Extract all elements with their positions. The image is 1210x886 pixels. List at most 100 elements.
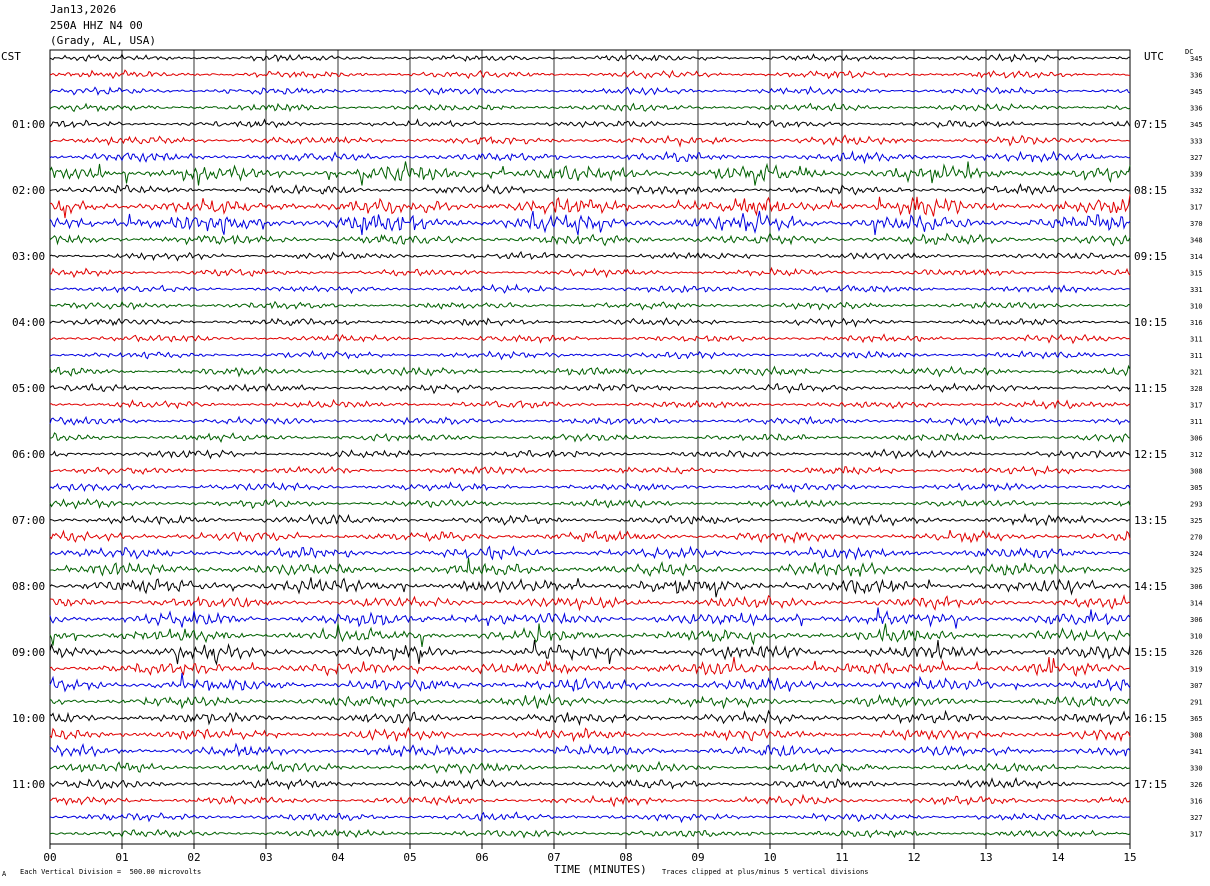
- dc-offset-label: 331: [1190, 286, 1203, 294]
- dc-offset-label: 311: [1190, 418, 1203, 426]
- dc-offset-label: 306: [1190, 435, 1203, 443]
- x-tick-label: 13: [979, 851, 992, 864]
- x-tick-label: 07: [547, 851, 560, 864]
- dc-offset-label: 336: [1190, 105, 1203, 113]
- clip-note: Traces clipped at plus/minus 5 vertical …: [662, 868, 869, 876]
- dc-offset-label: 345: [1190, 121, 1203, 129]
- trace-line: [50, 432, 1131, 443]
- right-hour-label: 11:15: [1134, 382, 1167, 395]
- trace-line: [49, 53, 1131, 63]
- right-timezone-label: UTC: [1144, 50, 1164, 63]
- dc-offset-label: 345: [1190, 88, 1203, 96]
- dc-offset-label: 326: [1190, 649, 1203, 657]
- dc-offset-label: 293: [1190, 501, 1203, 509]
- right-hour-label: 16:15: [1134, 712, 1167, 725]
- dc-offset-label: 311: [1190, 336, 1203, 344]
- dc-offset-label: 291: [1190, 699, 1203, 707]
- dc-offset-label: 370: [1190, 220, 1203, 228]
- trace-line: [49, 545, 1131, 561]
- dc-offset-label: 316: [1190, 798, 1203, 806]
- trace-line: [50, 557, 1131, 577]
- dc-offset-label: 310: [1190, 633, 1203, 641]
- right-hour-label: 17:15: [1134, 778, 1167, 791]
- dc-offset-label: 345: [1190, 55, 1203, 63]
- trace-line: [49, 639, 1131, 666]
- trace-line: [49, 161, 1131, 186]
- trace-line: [49, 69, 1131, 80]
- trace-line: [49, 300, 1131, 311]
- dc-offset-label: 365: [1190, 715, 1203, 723]
- right-hour-label: 13:15: [1134, 514, 1167, 527]
- station-location: (Grady, AL, USA): [50, 34, 156, 47]
- trace-line: [49, 828, 1131, 839]
- trace-line: [49, 693, 1131, 710]
- dc-offset-label: 315: [1190, 270, 1203, 278]
- dc-offset-label: 321: [1190, 369, 1203, 377]
- left-hour-label: 04:00: [12, 316, 45, 329]
- trace-line: [49, 464, 1131, 477]
- trace-line: [49, 102, 1131, 113]
- trace-line: [49, 250, 1131, 262]
- x-tick-label: 03: [259, 851, 272, 864]
- dc-offset-label: 270: [1190, 534, 1203, 542]
- x-tick-label: 06: [475, 851, 488, 864]
- trace-line: [49, 742, 1131, 758]
- x-tick-label: 09: [691, 851, 704, 864]
- dc-offset-label: 312: [1190, 451, 1203, 459]
- station-code: 250A HHZ N4 00: [50, 19, 143, 32]
- right-hour-label: 12:15: [1134, 448, 1167, 461]
- right-hour-label: 10:15: [1134, 316, 1167, 329]
- trace-line: [49, 210, 1131, 236]
- dc-offset-label: 325: [1190, 567, 1203, 575]
- dc-offset-label: 308: [1190, 468, 1203, 476]
- x-axis-title: TIME (MINUTES): [554, 863, 647, 876]
- trace-line: [49, 364, 1131, 378]
- x-tick-label: 14: [1051, 851, 1065, 864]
- trace-line: [49, 317, 1131, 328]
- trace-line: [49, 448, 1131, 460]
- dc-offset-label: 330: [1190, 765, 1203, 773]
- dc-offset-label: 336: [1190, 72, 1203, 80]
- left-hour-label: 02:00: [12, 184, 45, 197]
- trace-line: [49, 232, 1131, 247]
- trace-line: [49, 594, 1131, 612]
- left-hour-label: 07:00: [12, 514, 45, 527]
- trace-line: [49, 382, 1131, 395]
- dc-offset-label: 314: [1190, 253, 1203, 261]
- dc-offset-label: 327: [1190, 814, 1203, 822]
- left-hour-label: 03:00: [12, 250, 45, 263]
- trace-line: [49, 607, 1131, 629]
- corner-mark: A: [2, 870, 7, 878]
- right-hour-label: 09:15: [1134, 250, 1167, 263]
- trace-line: [49, 349, 1131, 361]
- trace-line: [49, 777, 1131, 791]
- trace-line: [49, 150, 1131, 165]
- dc-offset-label: 332: [1190, 187, 1203, 195]
- dc-offset-label: 317: [1190, 204, 1203, 212]
- dc-offset-label: 327: [1190, 154, 1203, 162]
- x-tick-label: 02: [187, 851, 200, 864]
- dc-offset-label: 339: [1190, 171, 1203, 179]
- right-hour-label: 08:15: [1134, 184, 1167, 197]
- x-tick-label: 01: [115, 851, 128, 864]
- axis-labels: 00 01 02 03 04 05 06 07 08 09 10 11 12 13 14 15 345 336 34…: [12, 55, 1203, 864]
- dc-offset-label: 305: [1190, 484, 1203, 492]
- dc-offset-label: 310: [1190, 303, 1203, 311]
- dc-offset-label: 319: [1190, 666, 1203, 674]
- left-hour-label: 11:00: [12, 778, 45, 791]
- x-tick-label: 05: [403, 851, 416, 864]
- dc-offset-label: 324: [1190, 550, 1203, 558]
- x-tick-label: 00: [43, 851, 56, 864]
- trace-line: [49, 333, 1131, 345]
- trace-line: [49, 266, 1131, 279]
- trace-line: [49, 134, 1131, 148]
- trace-line: [49, 183, 1131, 196]
- trace-line: [49, 811, 1131, 824]
- x-tick-label: 10: [763, 851, 776, 864]
- trace-line: [49, 709, 1131, 727]
- trace-line: [49, 513, 1131, 527]
- dc-offset-label: 325: [1190, 517, 1203, 525]
- dc-offset-label: 314: [1190, 600, 1203, 608]
- trace-line: [49, 760, 1131, 775]
- dc-offset-label: 317: [1190, 831, 1203, 839]
